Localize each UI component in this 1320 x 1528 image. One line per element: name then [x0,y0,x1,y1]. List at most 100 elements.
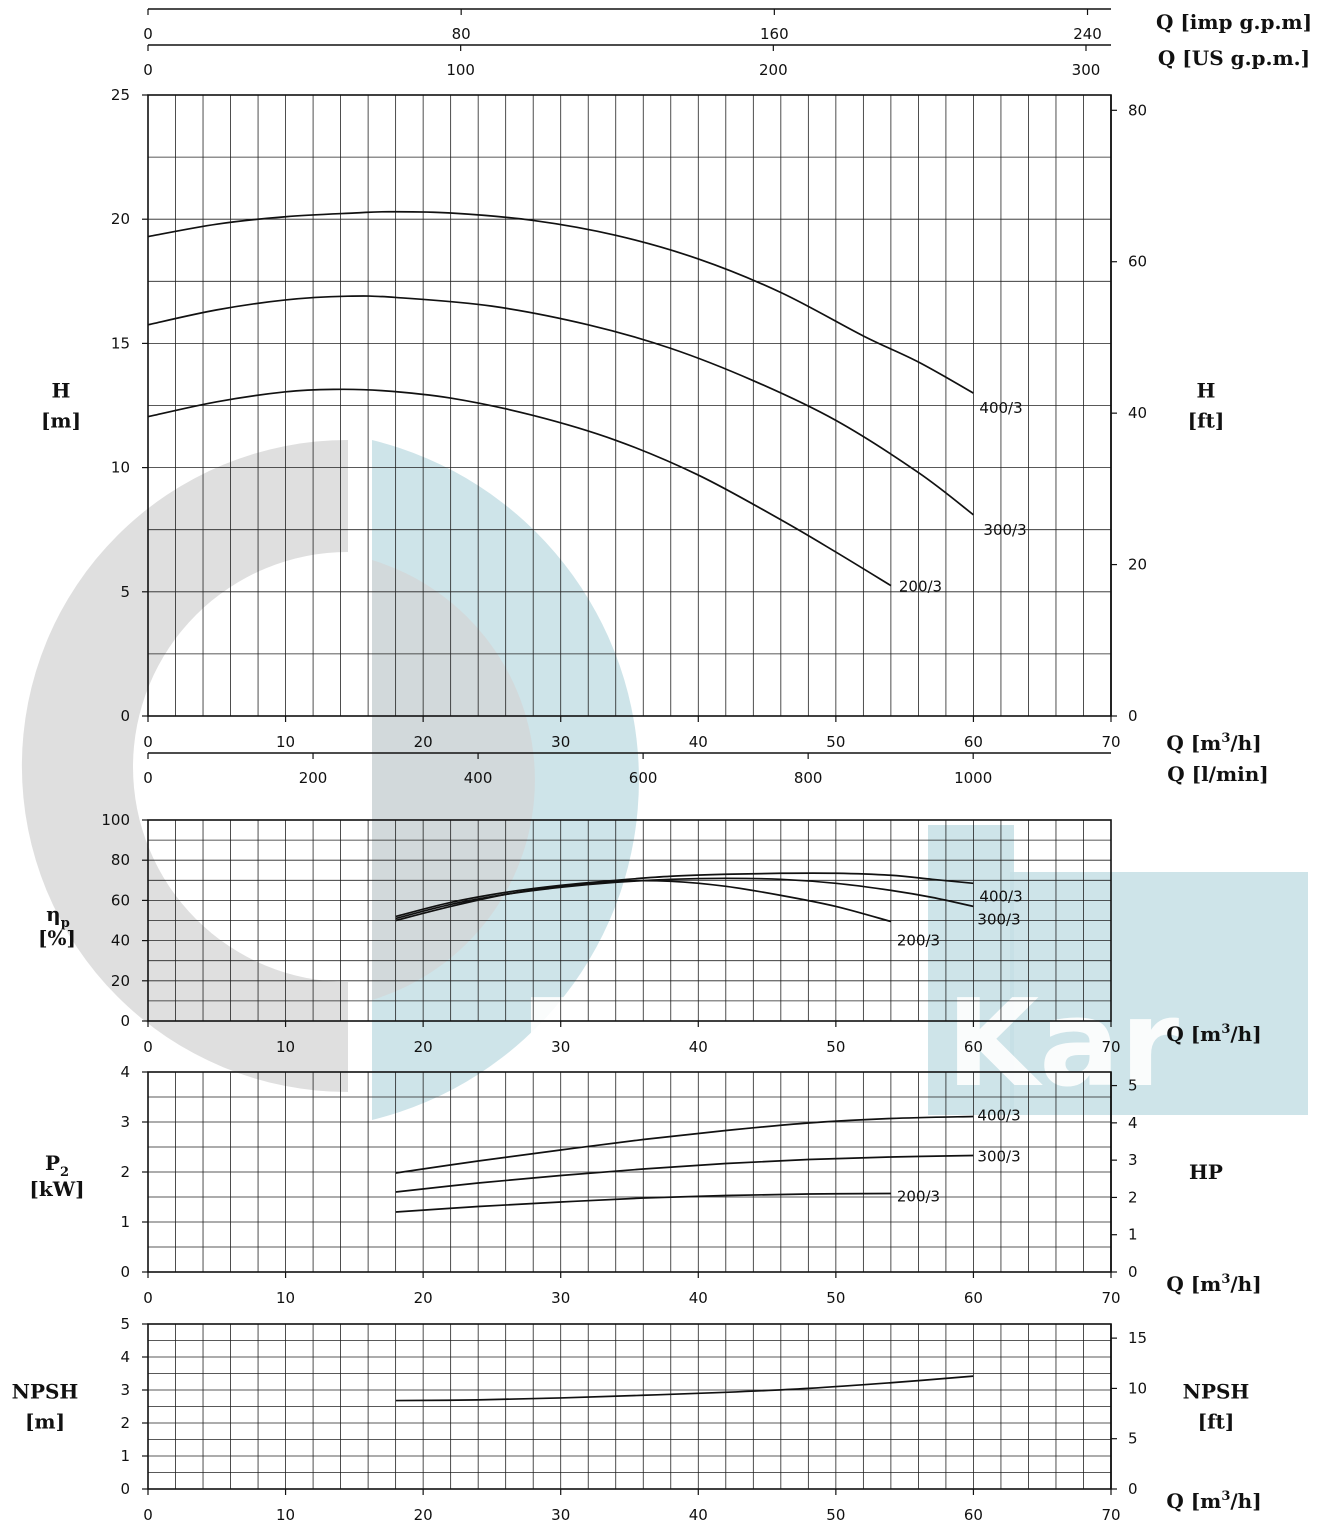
efficiency-series-label: 200/3 [897,932,940,950]
efficiency-series-line [395,872,974,918]
power-xlabel-sup: 3 [1221,1272,1230,1287]
power-xtick-label: 50 [826,1289,845,1307]
head-top-tick-label: 100 [446,61,475,79]
power-y2label: HP [1189,1160,1223,1184]
head-top-tick-label: 160 [760,25,789,43]
head-xtick-label: 30 [551,733,570,751]
efficiency-series-label: 400/3 [979,887,1022,905]
efficiency-ytick-label: 20 [111,972,130,990]
power-xtick-label: 30 [551,1289,570,1307]
head-top-tick-label: 200 [759,61,788,79]
head-xtick-label: 60 [964,733,983,751]
head-ytick-label: 15 [111,334,130,352]
head-lpm-tick-label: 600 [629,769,658,787]
charts-layer: 0 10 20 30 40 50 60 700510152025020406080200/33… [12,8,1312,1524]
head-y2tick-label: 80 [1128,101,1147,119]
watermark-core [372,560,535,1000]
efficiency-ytick-label: 100 [101,811,130,829]
efficiency-ytick-label: 40 [111,932,130,950]
npsh-xlabel-part: /h] [1230,1489,1261,1513]
power-ylabel-main: P [45,1151,60,1175]
head-ytick-label: 25 [111,86,130,104]
head-ytick-label: 10 [111,459,130,477]
npsh-xlabel: Q [m3/h] [1166,1489,1261,1513]
efficiency-xlabel-sup: 3 [1221,1022,1230,1037]
efficiency-xtick-label: 10 [276,1038,295,1056]
head-xlabel-sup: 3 [1221,731,1230,746]
power-ytick-label: 3 [120,1113,130,1131]
npsh-ytick-label: 0 [120,1480,130,1498]
efficiency-xtick-label: 70 [1101,1038,1120,1056]
npsh-y2tick-label: 15 [1128,1329,1147,1347]
head-y2label-line1: H [1197,379,1216,403]
head-top-tick-label: 300 [1072,61,1101,79]
npsh-ylabel-line2: [m] [25,1410,65,1434]
head-y2tick-label: 60 [1128,253,1147,271]
power-ylabel-unit: [kW] [29,1177,84,1201]
npsh-ytick-label: 1 [120,1447,130,1465]
head-ylabel-line1: H [52,379,71,403]
efficiency-xtick-label: 30 [551,1038,570,1056]
head-top-tick-label: 0 [143,25,153,43]
power-y2tick-label: 5 [1128,1077,1138,1095]
efficiency-xtick-label: 50 [826,1038,845,1056]
npsh-series-line [395,1375,974,1402]
npsh-y2label-line2: [ft] [1198,1410,1235,1434]
head-xtick-label: 20 [414,733,433,751]
power-series-label: 200/3 [897,1188,940,1206]
head-series-label: 400/3 [979,399,1022,417]
efficiency-ytick-label: 80 [111,851,130,869]
watermark-bar [928,825,1014,1115]
head-xlabel-part: /h] [1230,731,1261,755]
power-series-line [395,1192,891,1213]
head-xtick-label: 0 [143,733,153,751]
power-series-label: 400/3 [977,1107,1020,1125]
head-top-axis-label: Q [US g.p.m.] [1158,46,1310,70]
npsh-ytick-label: 4 [120,1348,130,1366]
head-xlabel: Q [m3/h] [1166,731,1261,755]
power-xtick-label: 40 [689,1289,708,1307]
power-y2tick-label: 3 [1128,1151,1138,1169]
efficiency-ylabel-main: η [46,902,61,926]
npsh-xlabel-part: Q [m [1166,1489,1221,1513]
power-xtick-label: 0 [143,1289,153,1307]
power-ytick-label: 1 [120,1213,130,1231]
head-top-tick-label: 240 [1073,25,1102,43]
npsh-xtick-label: 70 [1101,1506,1120,1524]
power-ylabel: P2 [45,1151,69,1180]
head-series-line [147,388,892,587]
npsh-y2label-line1: NPSH [1183,1380,1250,1404]
head-xtick-label: 70 [1101,733,1120,751]
efficiency-ylabel-sub: p [61,916,70,931]
npsh-xtick-label: 0 [143,1506,153,1524]
power-xtick-label: 70 [1101,1289,1120,1307]
power-series-label: 300/3 [977,1148,1020,1166]
npsh-xtick-label: 10 [276,1506,295,1524]
efficiency-series-line [395,877,974,920]
head-series-label: 300/3 [983,521,1026,539]
head-lpm-tick-label: 1000 [954,769,992,787]
efficiency-xtick-label: 40 [689,1038,708,1056]
power-ytick-label: 4 [120,1063,130,1081]
power-y2tick-label: 1 [1128,1226,1138,1244]
efficiency-xlabel-part: /h] [1230,1022,1261,1046]
head-y2tick-label: 40 [1128,404,1147,422]
npsh-xtick-label: 20 [414,1506,433,1524]
npsh-ylabel-line1: NPSH [12,1380,79,1404]
npsh-xtick-label: 30 [551,1506,570,1524]
npsh-xlabel-sup: 3 [1221,1489,1230,1504]
npsh-y2tick-label: 10 [1128,1379,1147,1397]
power-xtick-label: 60 [964,1289,983,1307]
watermark-text: Pump Kar [520,975,1179,1114]
head-top-tick-label: 80 [452,25,471,43]
power-y2tick-label: 0 [1128,1263,1138,1281]
efficiency-xtick-label: 60 [964,1038,983,1056]
power-xtick-label: 10 [276,1289,295,1307]
head-ylabel-line2: [m] [41,409,81,433]
power-y2tick-label: 2 [1128,1188,1138,1206]
npsh-xtick-label: 40 [689,1506,708,1524]
efficiency-series-label: 300/3 [977,910,1020,928]
head-series-line [147,210,974,394]
head-top-axis-label: Q [imp g.p.m] [1156,10,1312,34]
